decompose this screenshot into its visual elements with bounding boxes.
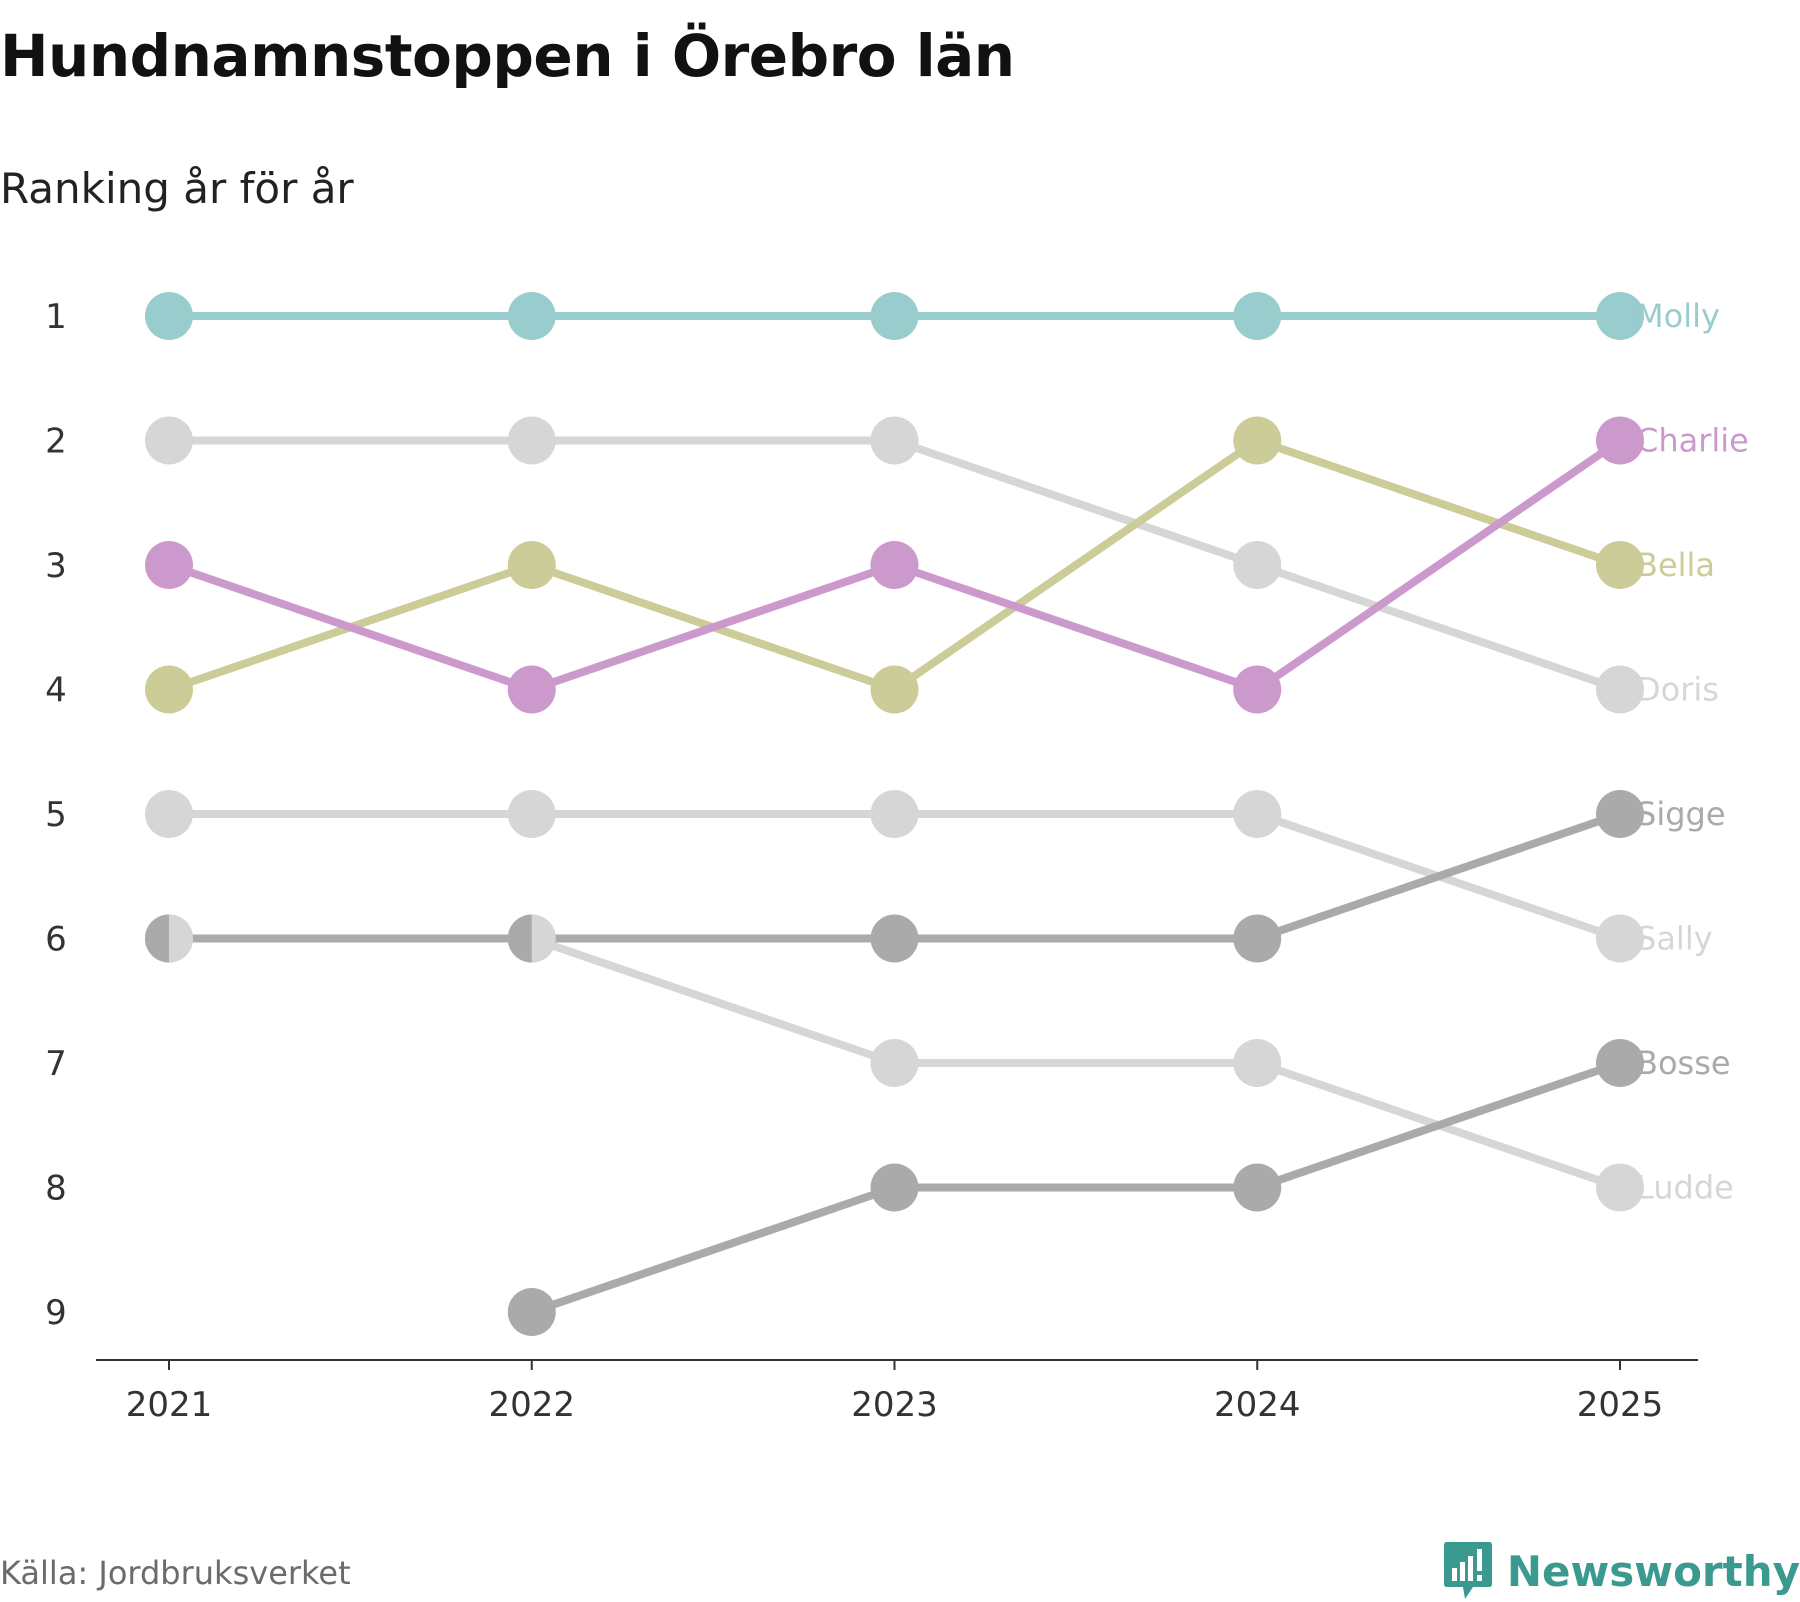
dot-sally-2023[interactable] <box>870 790 919 838</box>
chart-title: Hundnamnstoppen i Örebro län <box>0 22 1015 90</box>
dot-half-ludde-2022[interactable] <box>531 914 556 963</box>
dot-molly-2025[interactable] <box>1596 292 1644 340</box>
label-ludde: Ludde <box>1636 1169 1734 1207</box>
dot-half-ludde-2021[interactable] <box>169 914 193 963</box>
y-tick-label: 4 <box>45 671 67 711</box>
y-tick-label: 5 <box>45 795 67 835</box>
dot-sigge-2023[interactable] <box>870 914 919 963</box>
dot-molly-2024[interactable] <box>1233 292 1282 340</box>
y-tick-label: 2 <box>45 422 67 462</box>
brand-name: Newsworthy <box>1506 1546 1800 1596</box>
series-labels: Molly Doris Sally Ludde Sigge Bosse Bella Charl… <box>1636 297 1749 1207</box>
x-tick-label: 2021 <box>126 1385 213 1425</box>
dot-bella-2023[interactable] <box>870 665 919 714</box>
dot-bosse-2024[interactable] <box>1233 1163 1282 1212</box>
label-charlie: Charlie <box>1636 422 1749 460</box>
dot-doris-2024[interactable] <box>1233 541 1282 589</box>
y-axis-ticks: 1 2 3 4 5 6 7 8 9 <box>45 297 67 1333</box>
x-axis: 2021 2022 2023 2024 2025 <box>96 1359 1698 1425</box>
x-tick-label: 2024 <box>1214 1385 1301 1425</box>
source-note: Källa: Jordbruksverket <box>0 1554 351 1592</box>
dot-molly-2022[interactable] <box>507 292 556 340</box>
dot-bella-2025[interactable] <box>1596 541 1644 589</box>
label-sigge: Sigge <box>1636 795 1726 833</box>
dot-bella-2021[interactable] <box>145 665 193 714</box>
dot-ludde-2023[interactable] <box>870 1039 919 1087</box>
dot-ludde-2025[interactable] <box>1596 1163 1644 1212</box>
dots-layer <box>145 292 1644 1336</box>
dot-charlie-2024[interactable] <box>1233 665 1282 714</box>
dot-bella-2024[interactable] <box>1233 416 1282 465</box>
dot-sigge-2024[interactable] <box>1233 914 1282 963</box>
label-bella: Bella <box>1636 546 1715 584</box>
dot-charlie-2023[interactable] <box>870 541 919 589</box>
x-tick-label: 2023 <box>851 1385 938 1425</box>
dot-bella-2022[interactable] <box>507 541 556 589</box>
speech-bubble-chart-icon <box>1443 1542 1492 1599</box>
y-tick-label: 9 <box>45 1293 67 1333</box>
y-tick-label: 3 <box>45 546 67 586</box>
label-bosse: Bosse <box>1636 1044 1731 1082</box>
chart-subtitle: Ranking år för år <box>0 164 354 213</box>
x-tick-label: 2022 <box>488 1385 575 1425</box>
dot-sally-2021[interactable] <box>145 790 193 838</box>
y-tick-label: 1 <box>45 297 67 337</box>
dot-bosse-2023[interactable] <box>870 1163 919 1212</box>
dot-molly-2021[interactable] <box>145 292 193 340</box>
y-tick-label: 7 <box>45 1044 67 1084</box>
dot-molly-2023[interactable] <box>870 292 919 340</box>
label-sally: Sally <box>1636 920 1713 958</box>
dot-doris-2025[interactable] <box>1596 665 1644 714</box>
dot-sally-2022[interactable] <box>507 790 556 838</box>
dot-doris-2021[interactable] <box>145 416 193 465</box>
dot-ludde-2024[interactable] <box>1233 1039 1282 1087</box>
dot-bosse-2022[interactable] <box>507 1288 556 1336</box>
dot-doris-2022[interactable] <box>507 416 556 465</box>
dot-half-sigge-2021[interactable] <box>145 914 169 963</box>
dot-half-sigge-2022[interactable] <box>507 914 532 963</box>
dot-sigge-2025[interactable] <box>1596 790 1644 838</box>
series-line-bosse <box>530 1059 1622 1316</box>
label-molly: Molly <box>1636 297 1720 335</box>
bump-chart: 2021 2022 2023 2024 2025 1 2 3 4 5 6 7 8 9 Molly Dori… <box>45 292 1749 1425</box>
dot-sally-2024[interactable] <box>1233 790 1282 838</box>
dot-charlie-2022[interactable] <box>507 665 556 714</box>
dot-bosse-2025[interactable] <box>1596 1039 1644 1087</box>
x-tick-label: 2025 <box>1577 1385 1664 1425</box>
dot-doris-2023[interactable] <box>870 416 919 465</box>
dot-sally-2025[interactable] <box>1596 914 1644 963</box>
y-tick-label: 6 <box>45 920 67 960</box>
dot-charlie-2021[interactable] <box>145 541 193 589</box>
dot-charlie-2025[interactable] <box>1596 416 1644 465</box>
y-tick-label: 8 <box>45 1169 67 1209</box>
label-doris: Doris <box>1636 671 1719 709</box>
newsworthy-logo[interactable]: Newsworthy <box>1443 1540 1800 1602</box>
